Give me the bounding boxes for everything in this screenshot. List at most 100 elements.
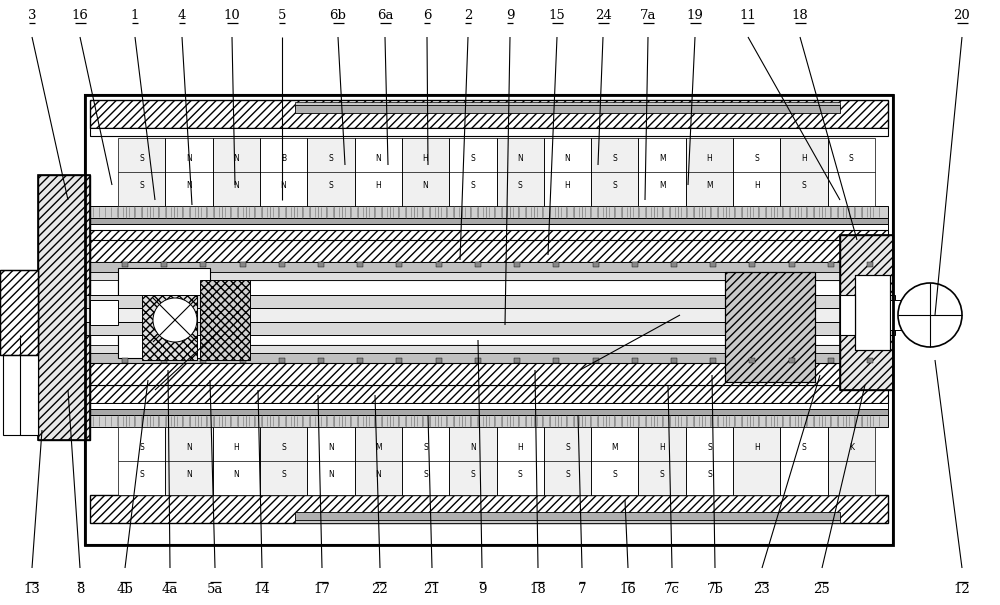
Text: 9: 9 [506, 9, 514, 22]
Text: 15: 15 [549, 9, 565, 22]
Text: M: M [611, 443, 618, 452]
Bar [725, 272, 815, 382]
Bar [402, 427, 449, 495]
Bar [402, 138, 449, 206]
Bar [544, 427, 591, 495]
Text: S: S [139, 470, 144, 479]
Text: H: H [517, 443, 523, 452]
Bar [553, 358, 559, 363]
Bar [118, 280, 875, 345]
Bar [828, 262, 834, 267]
Text: H: H [423, 154, 428, 163]
Text: H: H [565, 181, 570, 190]
Bar [213, 138, 260, 206]
Text: M: M [659, 154, 665, 163]
Bar [544, 138, 591, 206]
Bar [165, 427, 213, 495]
Bar [122, 262, 128, 267]
Bar [118, 427, 165, 495]
Text: M: M [659, 181, 665, 190]
Bar [828, 138, 875, 206]
Bar [90, 224, 888, 230]
Text: 2: 2 [464, 9, 472, 22]
Bar [38, 175, 90, 440]
Text: S: S [565, 470, 570, 479]
Text: 1: 1 [131, 9, 139, 22]
Text: S: S [281, 470, 286, 479]
Text: 4a: 4a [162, 583, 178, 596]
Bar [90, 363, 888, 385]
Text: S: S [849, 154, 854, 163]
Text: K: K [849, 443, 854, 452]
Bar [260, 138, 307, 206]
Bar [90, 300, 118, 325]
Bar [279, 262, 285, 267]
Text: 7a: 7a [640, 9, 656, 22]
Circle shape [153, 298, 197, 342]
Text: 7b: 7b [707, 583, 723, 596]
Text: H: H [754, 443, 760, 452]
Text: 21: 21 [424, 583, 440, 596]
Text: 22: 22 [372, 583, 388, 596]
Bar [90, 415, 888, 427]
Text: 14: 14 [254, 583, 270, 596]
Bar [593, 358, 599, 363]
Bar [318, 358, 324, 363]
Text: H: H [707, 154, 712, 163]
Text: 25: 25 [814, 583, 830, 596]
Text: S: S [754, 154, 759, 163]
Text: S: S [518, 470, 523, 479]
Text: 3: 3 [28, 9, 36, 22]
Text: 23: 23 [754, 583, 770, 596]
Bar [3, 355, 38, 435]
Text: 16: 16 [620, 583, 636, 596]
Bar [165, 138, 213, 206]
Text: N: N [470, 443, 476, 452]
Bar [357, 358, 363, 363]
Bar [279, 358, 285, 363]
Text: N: N [375, 470, 381, 479]
Text: 4: 4 [178, 9, 186, 22]
Text: S: S [470, 470, 475, 479]
Bar [355, 138, 402, 206]
Text: N: N [233, 181, 239, 190]
Text: H: H [375, 181, 381, 190]
Bar [725, 272, 815, 382]
Bar [307, 138, 355, 206]
Bar [295, 105, 840, 113]
Bar [90, 128, 888, 136]
Text: 7: 7 [578, 583, 586, 596]
Bar [686, 138, 733, 206]
Bar [307, 427, 355, 495]
Bar [90, 409, 888, 415]
Bar [200, 262, 206, 267]
Text: S: S [660, 470, 664, 479]
Text: H: H [659, 443, 665, 452]
Bar [0, 270, 38, 355]
Text: M: M [375, 443, 382, 452]
Text: N: N [281, 181, 286, 190]
Bar [90, 262, 888, 272]
Bar [436, 262, 442, 267]
Bar [475, 262, 481, 267]
Text: N: N [517, 154, 523, 163]
Bar [295, 512, 840, 520]
Bar [436, 358, 442, 363]
Text: N: N [186, 443, 192, 452]
Bar [200, 358, 206, 363]
Bar [632, 262, 638, 267]
Bar [671, 262, 677, 267]
Bar [733, 427, 780, 495]
Text: S: S [329, 154, 333, 163]
Bar [295, 102, 840, 108]
Bar [90, 240, 888, 262]
Text: N: N [328, 470, 334, 479]
Bar [789, 262, 795, 267]
Bar [710, 358, 716, 363]
Bar [638, 138, 686, 206]
Bar [0, 270, 38, 355]
Text: 5: 5 [278, 9, 286, 22]
Bar [90, 272, 888, 280]
Bar [85, 95, 893, 545]
Text: 6b: 6b [330, 9, 346, 22]
